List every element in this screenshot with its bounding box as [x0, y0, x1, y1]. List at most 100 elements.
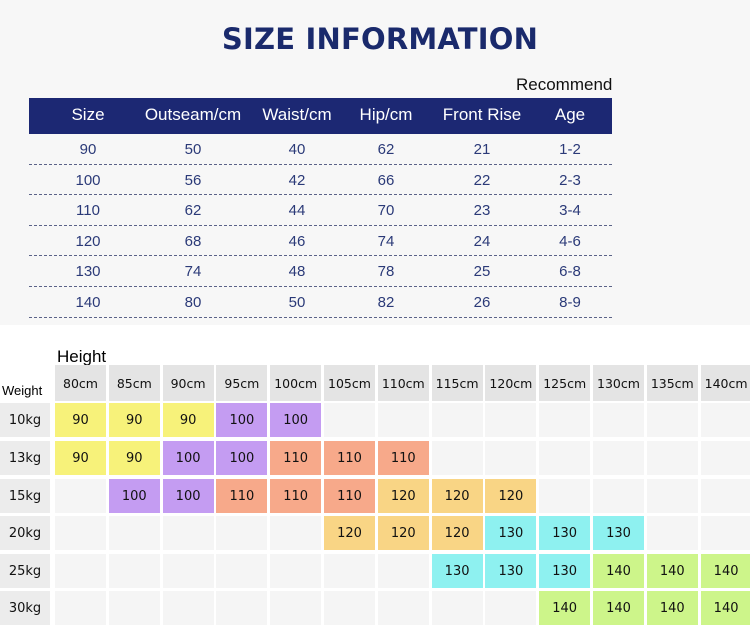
empty-cell: [431, 403, 483, 437]
empty-cell: [377, 554, 429, 588]
size-cell: 120: [431, 516, 483, 550]
empty-cell: [700, 403, 750, 437]
empty-cell: [377, 591, 429, 625]
size-cell: 110: [270, 441, 322, 475]
cell-front-rise: 22: [473, 171, 491, 189]
cell-outseam: 50: [184, 141, 202, 158]
empty-cell: [646, 403, 698, 437]
empty-cell: [646, 479, 698, 513]
empty-cell: [700, 441, 750, 475]
cell-size: 140: [75, 293, 101, 311]
height-header: 90cm: [162, 365, 214, 401]
cell-hip: 70: [377, 202, 395, 220]
header-age: Age: [554, 105, 586, 124]
cell-hip: 66: [377, 171, 395, 189]
empty-cell: [216, 554, 268, 588]
size-cell: 140: [700, 591, 750, 625]
size-cell: 90: [162, 403, 214, 437]
header-waist: Waist/cm: [262, 105, 332, 124]
size-cell: 100: [216, 441, 268, 475]
empty-cell: [216, 591, 268, 625]
empty-cell: [270, 591, 322, 625]
cell-waist: 46: [288, 232, 306, 250]
size-cell: 90: [55, 403, 106, 437]
height-header: 115cm: [431, 365, 483, 401]
cell-front-rise: 21: [473, 141, 491, 158]
size-cell: 90: [108, 441, 160, 475]
cell-age: 8-9: [559, 293, 581, 311]
empty-cell: [700, 479, 750, 513]
size-cell: 100: [216, 403, 268, 437]
height-header: 105cm: [324, 365, 375, 401]
table-row: 100 56 42 66 22 2-3: [29, 165, 612, 196]
empty-cell: [593, 479, 644, 513]
height-header: 80cm: [55, 365, 106, 401]
table-row: 130 74 48 78 25 6-8: [29, 256, 612, 287]
cell-waist: 44: [288, 202, 306, 220]
cell-front-rise: 25: [473, 263, 491, 281]
height-header: 100cm: [270, 365, 322, 401]
page-title: SIZE INFORMATION: [221, 22, 539, 56]
cell-size: 110: [76, 202, 100, 220]
cell-front-rise: 26: [473, 293, 491, 311]
size-table-header: Size Outseam/cm Waist/cm Hip/cm Front Ri…: [29, 98, 612, 134]
empty-cell: [431, 591, 483, 625]
size-cell: 120: [485, 479, 537, 513]
empty-cell: [539, 441, 591, 475]
empty-cell: [162, 591, 214, 625]
empty-cell: [431, 441, 483, 475]
size-cell: 120: [377, 516, 429, 550]
height-header: 130cm: [593, 365, 644, 401]
empty-cell: [55, 591, 106, 625]
size-cell: 120: [324, 516, 375, 550]
size-cell: 130: [485, 516, 537, 550]
empty-cell: [324, 554, 375, 588]
height-header: 140cm: [700, 365, 750, 401]
cell-age: 6-8: [559, 263, 581, 281]
empty-cell: [324, 591, 375, 625]
weight-header: 20kg: [0, 516, 50, 550]
cell-outseam: 80: [184, 293, 202, 311]
cell-hip: 82: [377, 293, 395, 311]
size-cell: 140: [646, 554, 698, 588]
header-hip: Hip/cm: [359, 105, 413, 124]
size-cell: 110: [324, 441, 375, 475]
size-cell: 130: [539, 554, 591, 588]
cell-waist: 40: [288, 141, 306, 158]
cell-age: 3-4: [559, 202, 581, 220]
size-table-body: 90 50 40 62 21 1-2 100 56 42 66 22 2-3 110 62 44 70 23 3-…: [29, 134, 612, 318]
size-cell: 130: [593, 516, 644, 550]
empty-cell: [485, 441, 537, 475]
weight-header: 25kg: [0, 554, 50, 588]
empty-cell: [324, 403, 375, 437]
size-cell: 110: [216, 479, 268, 513]
empty-cell: [646, 516, 698, 550]
height-axis-label: Height: [57, 347, 107, 366]
header-size: Size: [71, 105, 105, 124]
cell-hip: 78: [377, 263, 395, 281]
size-cell: 130: [539, 516, 591, 550]
cell-size: 120: [75, 232, 101, 250]
empty-cell: [108, 591, 160, 625]
size-cell: 140: [700, 554, 750, 588]
size-cell: 100: [108, 479, 160, 513]
weight-header: 13kg: [0, 441, 50, 475]
size-cell: 100: [270, 403, 322, 437]
cell-size: 90: [79, 141, 97, 158]
weight-header: 30kg: [0, 591, 50, 625]
cell-hip: 74: [377, 232, 395, 250]
cell-waist: 50: [288, 293, 306, 311]
height-header: 125cm: [539, 365, 591, 401]
empty-cell: [162, 516, 214, 550]
weight-header: 10kg: [0, 403, 50, 437]
height-header: 95cm: [216, 365, 268, 401]
cell-outseam: 68: [184, 232, 202, 250]
empty-cell: [700, 516, 750, 550]
cell-size: 130: [75, 263, 101, 281]
size-cell: 110: [324, 479, 375, 513]
cell-waist: 48: [288, 263, 306, 281]
size-cell: 120: [377, 479, 429, 513]
header-outseam: Outseam/cm: [144, 105, 242, 124]
table-row: 110 62 44 70 23 3-4: [29, 195, 612, 226]
weight-header: 15kg: [0, 479, 50, 513]
